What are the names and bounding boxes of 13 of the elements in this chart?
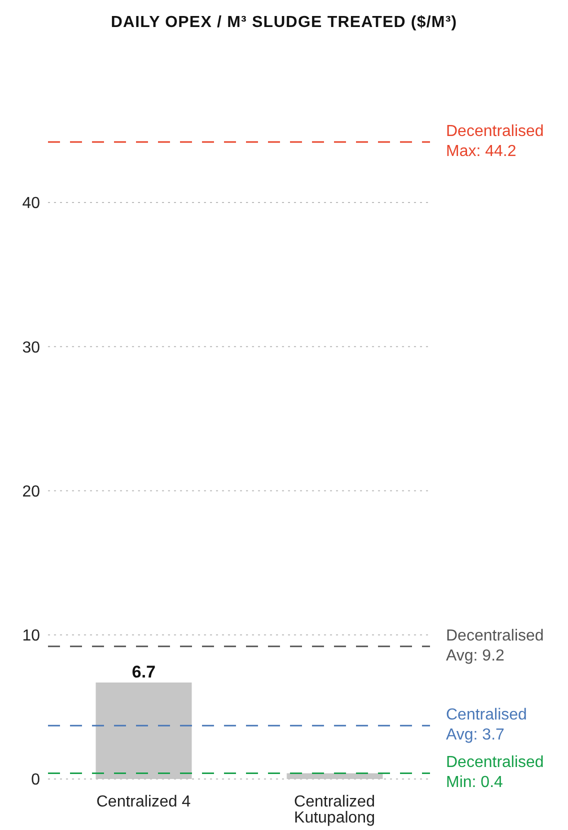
ref-line-label: Decentralised Min: 0.4 [446, 754, 544, 792]
x-tick-label: Centralized 4 [96, 793, 191, 810]
ref-line-label: Decentralised Max: 44.2 [446, 123, 544, 160]
chart-title: DAILY OPEX / M³ SLUDGE TREATED ($/M³) [110, 13, 458, 33]
y-tick-label: 20 [22, 483, 40, 500]
y-tick-label: 30 [22, 339, 40, 356]
ref-line-label: Centralised Avg: 3.7 [446, 706, 527, 744]
x-tick-label: Centralized Kutupalong [294, 793, 375, 826]
y-tick-label: 0 [31, 772, 40, 789]
ref-line-label: Decentralised Avg: 9.2 [446, 627, 544, 664]
data-label: 6.7 [132, 662, 156, 682]
y-tick-label: 40 [22, 195, 40, 212]
y-tick-label: 10 [22, 628, 40, 645]
